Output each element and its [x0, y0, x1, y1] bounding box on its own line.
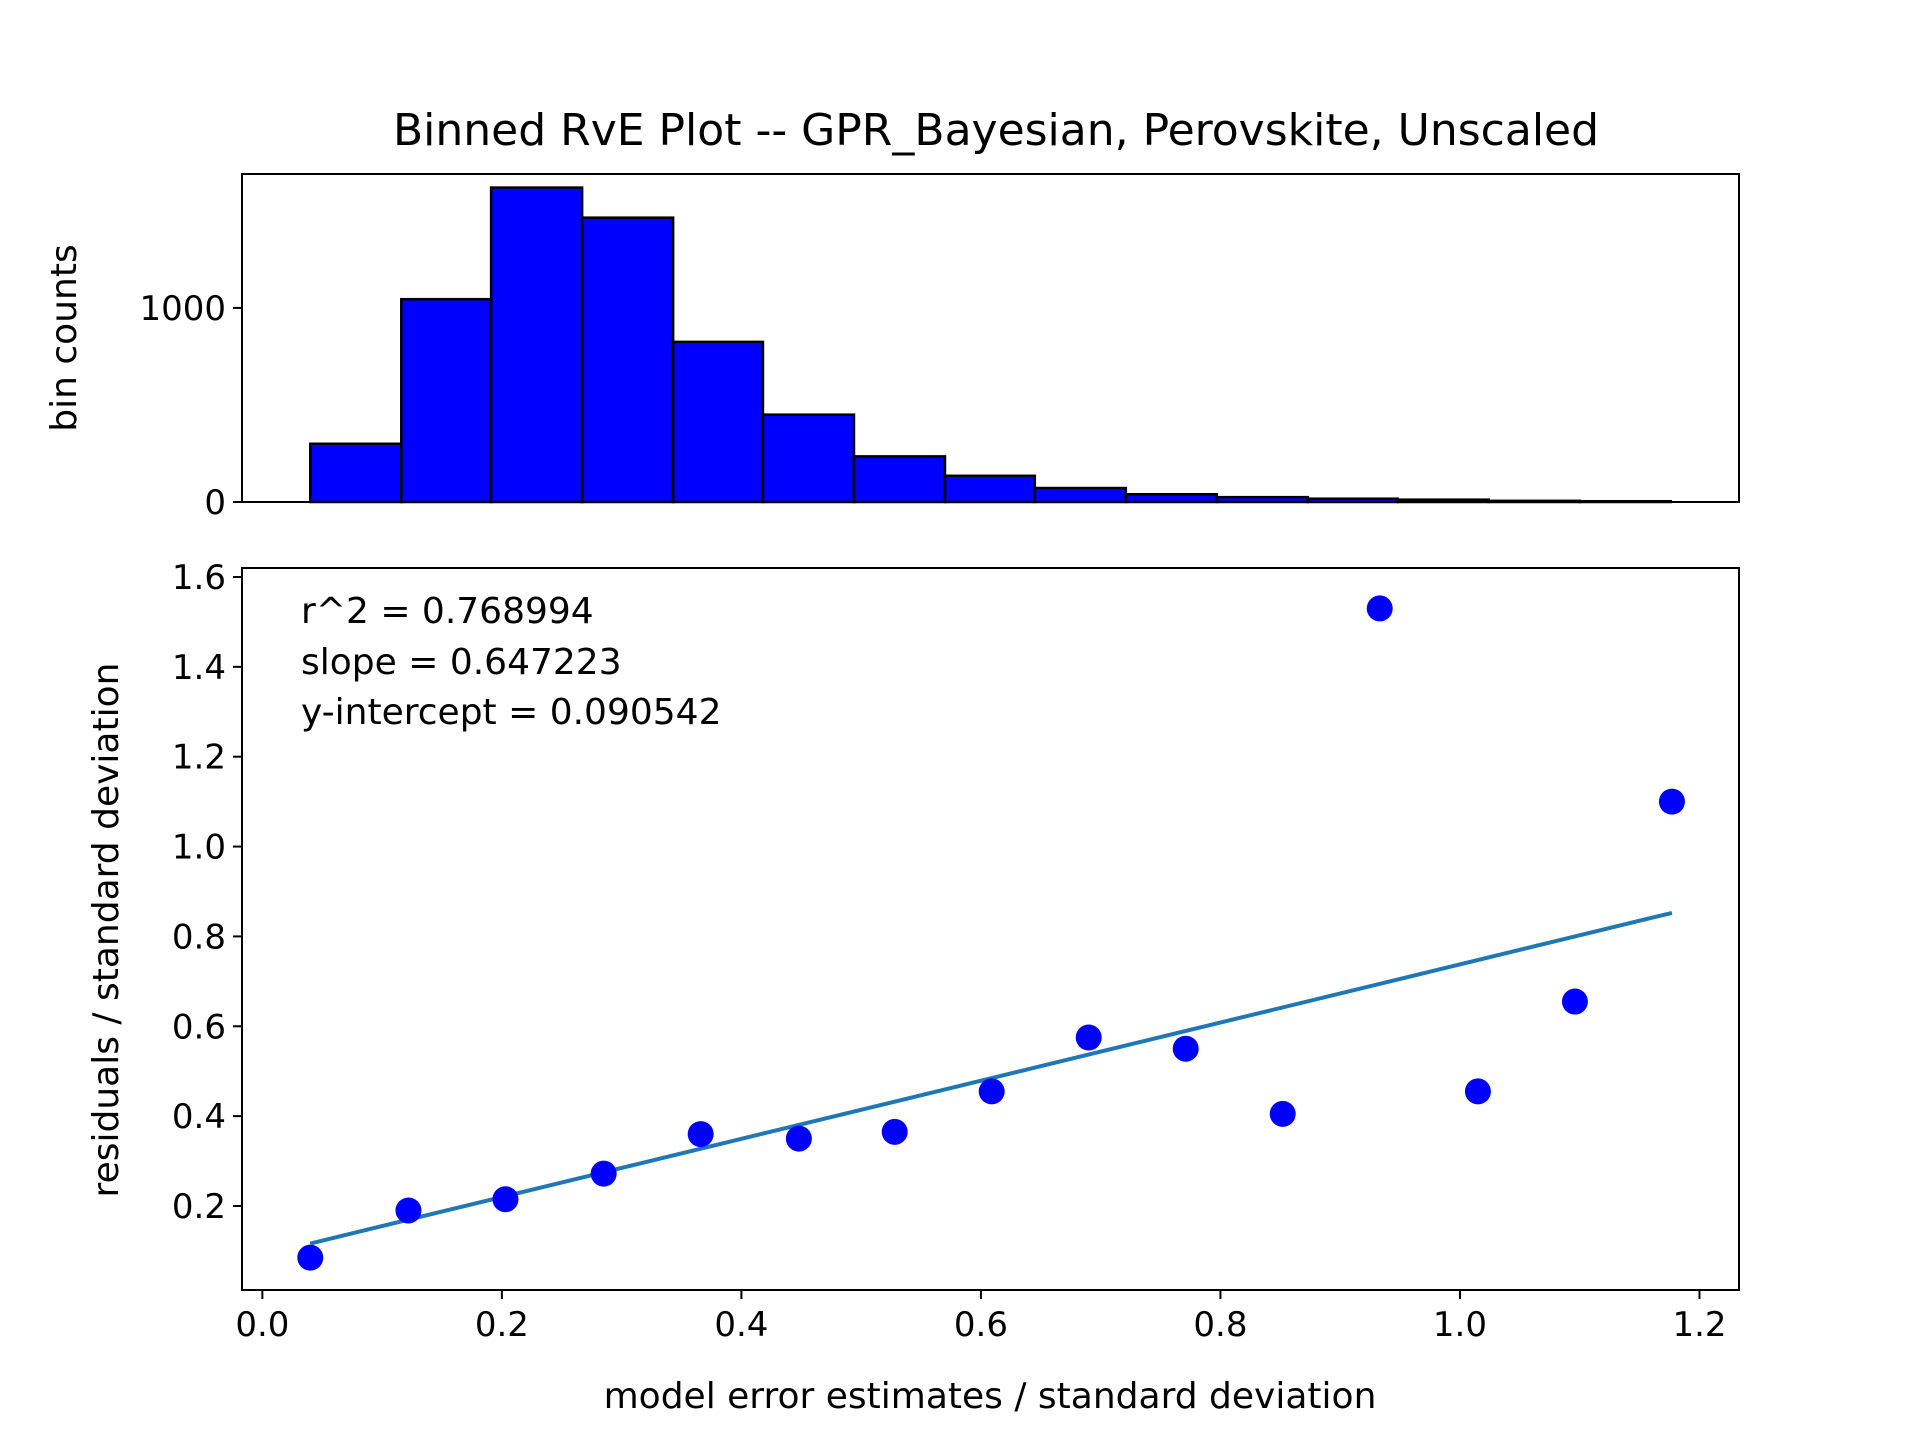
scatter-point	[687, 1121, 714, 1148]
chart-title: Binned RvE Plot -- GPR_Bayesian, Perovsk…	[393, 105, 1599, 156]
scatter-y-tick-label: 1.0	[172, 828, 226, 868]
scatter-point	[1075, 1024, 1102, 1051]
annotation-y-intercept: y-intercept = 0.090542	[301, 692, 722, 733]
scatter-points	[297, 595, 1685, 1271]
annotation-r-squared: r^2 = 0.768994	[301, 591, 594, 632]
histogram-y-tick-label: 1000	[139, 289, 226, 329]
scatter-y-tick-label: 1.6	[172, 558, 226, 598]
scatter-x-ticks: 0.0 0.2 0.4 0.6 0.8 1.0 1.2	[235, 1290, 1727, 1345]
scatter-x-tick-label: 0.0	[235, 1305, 289, 1345]
scatter-point	[297, 1244, 324, 1271]
scatter-x-tick-label: 0.8	[1193, 1305, 1247, 1345]
annotation-slope: slope = 0.647223	[301, 642, 622, 683]
histogram-bars	[309, 186, 1672, 504]
scatter-y-tick-label: 0.6	[172, 1007, 226, 1047]
histogram-bar	[1033, 486, 1128, 504]
histogram-panel: 0 1000 bin counts	[44, 173, 1740, 523]
scatter-point	[785, 1125, 812, 1152]
scatter-y-tick-label: 0.8	[172, 917, 226, 957]
scatter-x-tick-label: 1.2	[1672, 1305, 1726, 1345]
scatter-point	[1366, 595, 1393, 622]
scatter-x-tick-label: 0.4	[714, 1305, 768, 1345]
histogram-bar	[671, 340, 765, 504]
histogram-bar	[852, 455, 947, 504]
scatter-point	[1658, 788, 1685, 815]
scatter-point	[395, 1197, 422, 1224]
scatter-y-tick-label: 1.4	[172, 648, 226, 688]
scatter-y-tick-label: 1.2	[172, 738, 226, 778]
linear-fit-line	[309, 910, 1673, 1246]
scatter-point	[978, 1078, 1005, 1105]
scatter-panel: 0.0 0.2 0.4 0.6 0.8 1.0 1.2 0.2 0.4 0.6 0.8 1.0 1.2…	[86, 558, 1740, 1417]
histogram-bar	[400, 297, 493, 504]
histogram-bar	[1124, 492, 1219, 504]
scatter-y-ticks: 0.2 0.4 0.6 0.8 1.0 1.2 1.4 1.6	[172, 558, 242, 1227]
scatter-point	[492, 1186, 519, 1213]
histogram-bar	[489, 186, 584, 504]
scatter-y-tick-label: 0.4	[172, 1097, 226, 1137]
histogram-bar	[309, 442, 403, 504]
scatter-point	[881, 1118, 908, 1145]
histogram-axes-frame	[241, 173, 1740, 503]
scatter-axes-frame	[241, 567, 1740, 1291]
scatter-x-axis-label: model error estimates / standard deviati…	[604, 1376, 1377, 1417]
scatter-x-tick-label: 0.2	[475, 1305, 529, 1345]
scatter-point	[1561, 988, 1588, 1015]
histogram-bar	[943, 474, 1037, 504]
scatter-y-tick-label: 0.2	[172, 1187, 226, 1227]
scatter-x-tick-label: 1.0	[1433, 1305, 1487, 1345]
histogram-y-ticks: 0 1000	[139, 289, 242, 523]
histogram-bar	[761, 413, 856, 504]
histogram-bar	[580, 216, 675, 504]
scatter-point	[1464, 1078, 1491, 1105]
scatter-point	[1172, 1035, 1199, 1062]
histogram-y-tick-label: 0	[204, 483, 226, 523]
scatter-point	[590, 1160, 617, 1187]
scatter-x-tick-label: 0.6	[954, 1305, 1008, 1345]
histogram-y-axis-label: bin counts	[44, 244, 85, 431]
scatter-point	[1269, 1100, 1296, 1127]
scatter-y-axis-label: residuals / standard deviation	[86, 663, 127, 1198]
